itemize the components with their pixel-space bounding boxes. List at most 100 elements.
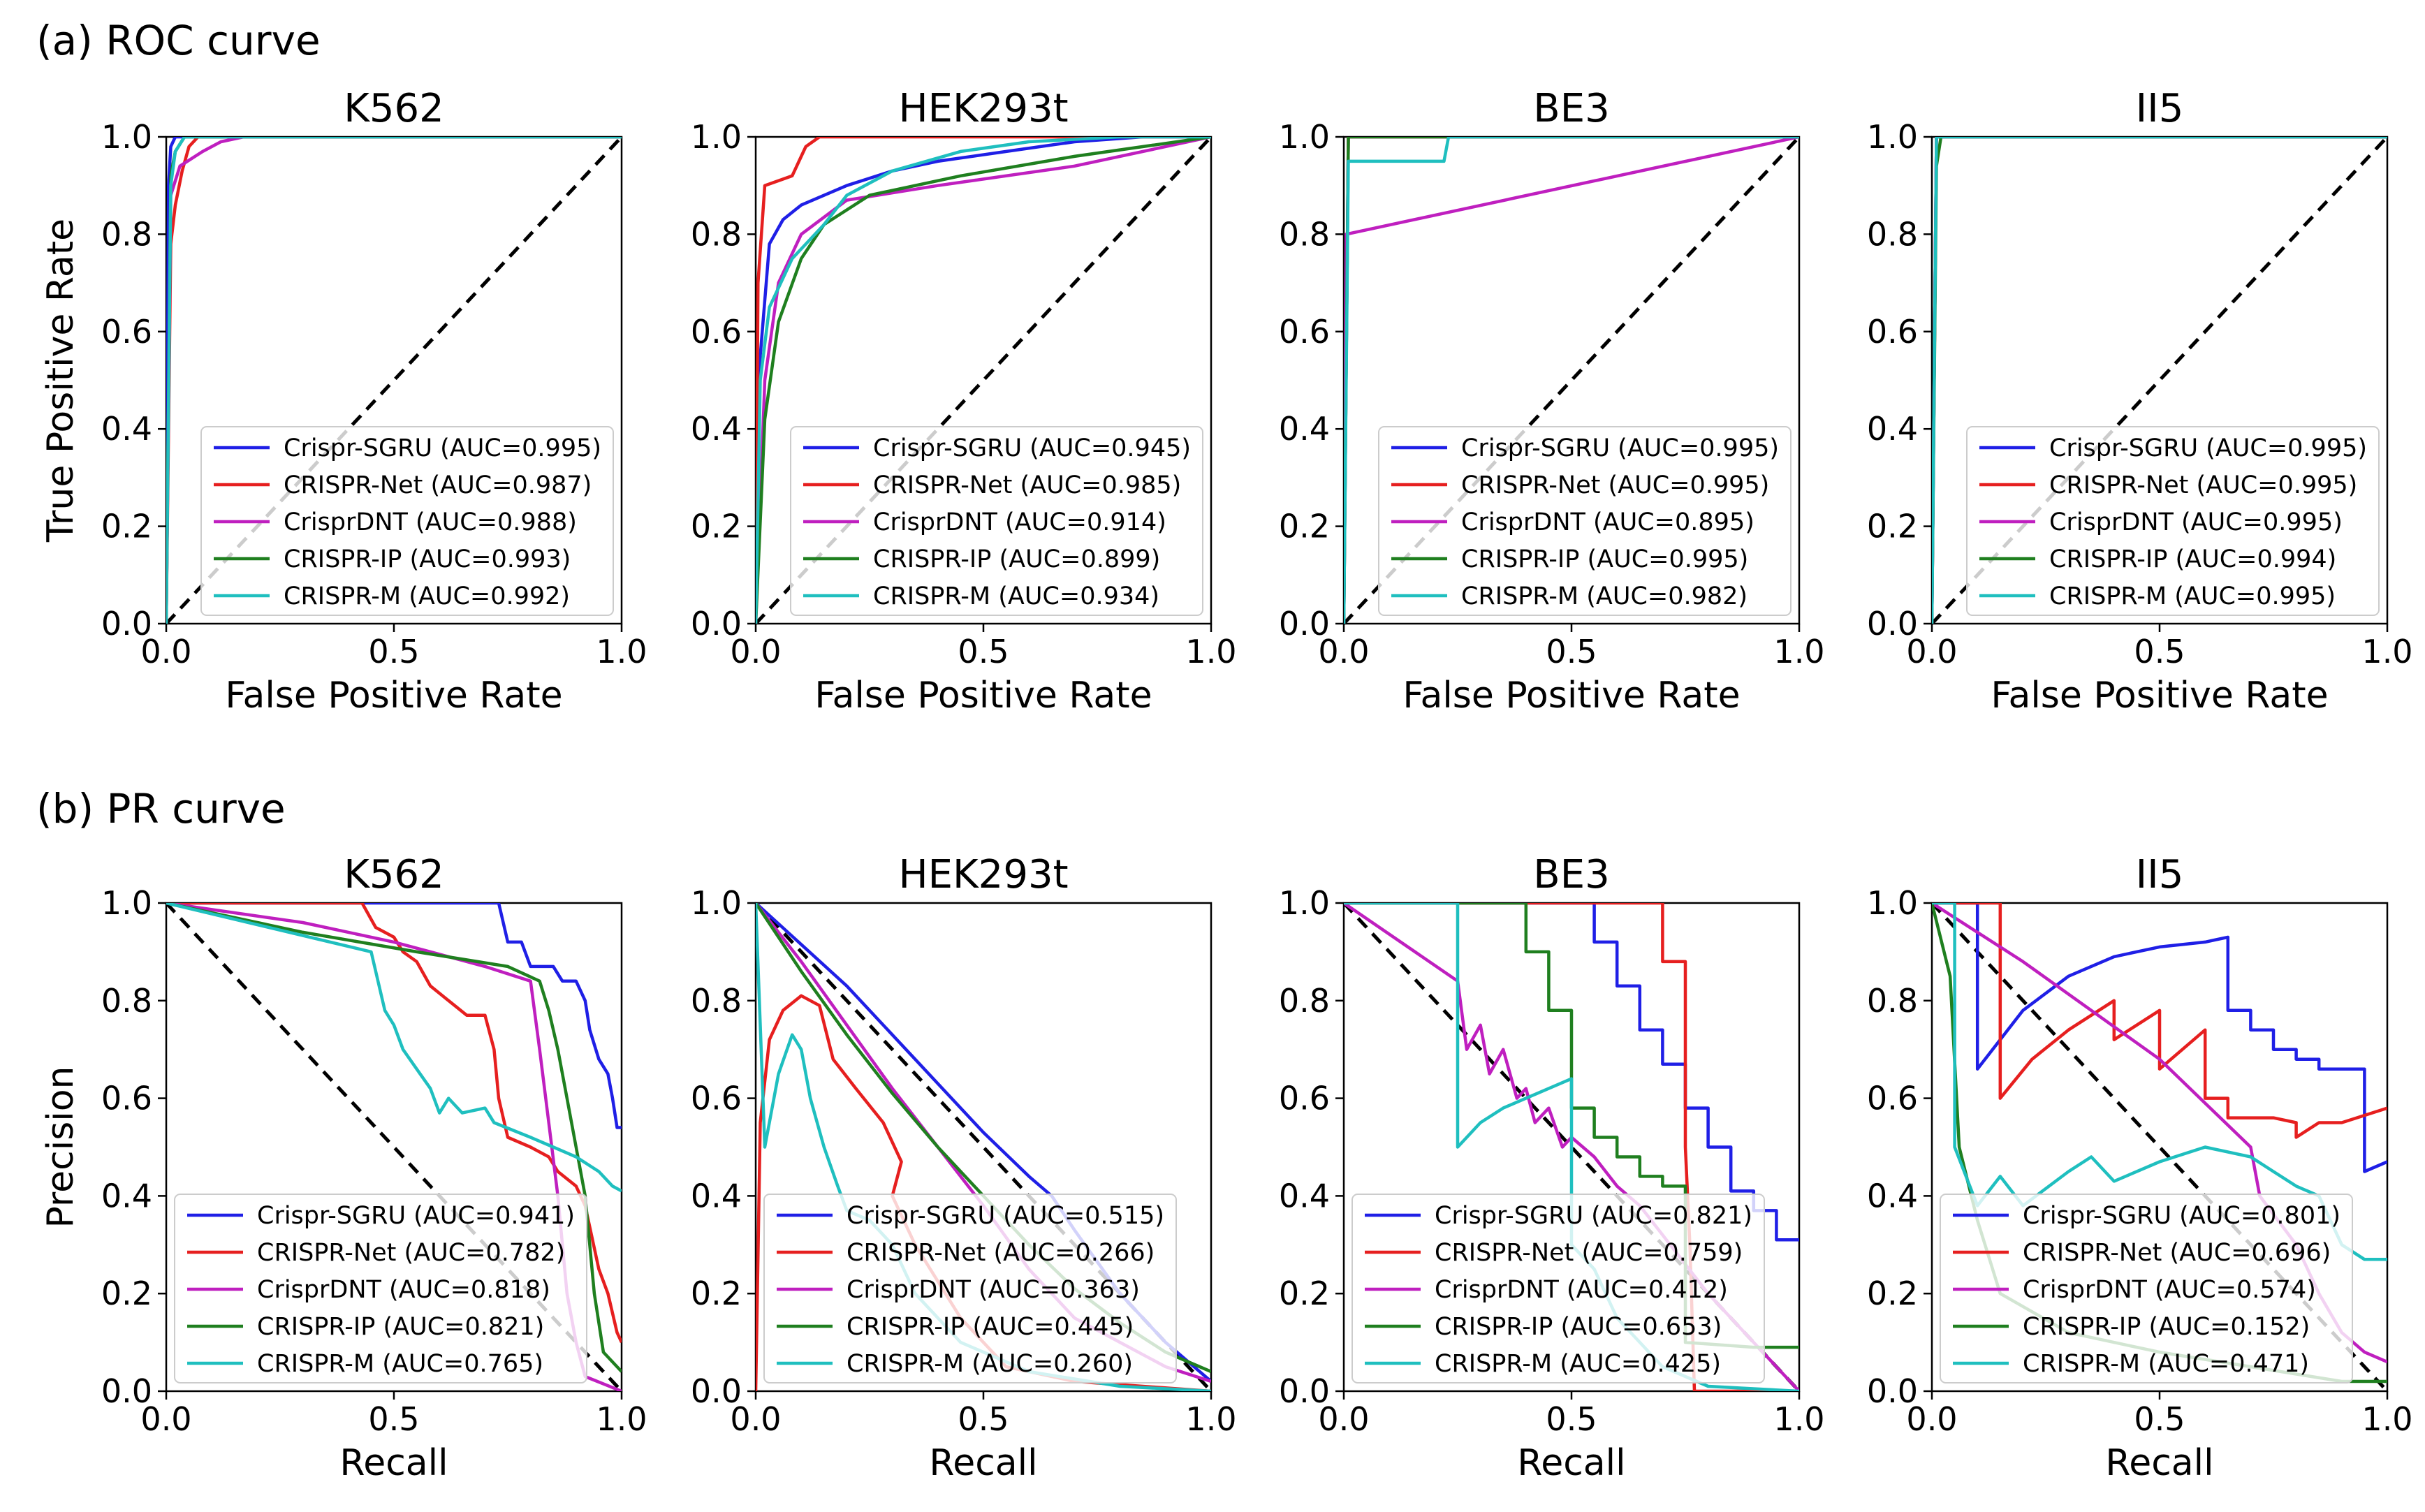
x-tick-label: 0.5 [958, 633, 1009, 670]
legend-label: CRISPR-Net (AUC=0.995) [1461, 471, 1769, 499]
y-tick-label: 0.4 [1867, 1177, 1918, 1214]
legend-label: Crispr-SGRU (AUC=0.821) [1435, 1202, 1752, 1230]
y-tick-label: 0.0 [691, 605, 742, 643]
roc-k562-panel: K562 0.0 0.5 1.0 0.0 0.2 0.4 0.6 0.8 1.0 False Pos… [40, 86, 647, 717]
legend: Crispr-SGRU (AUC=0.801) CRISPR-Net (AUC=0… [1940, 1194, 2353, 1383]
legend-label: Crispr-SGRU (AUC=0.995) [284, 434, 601, 462]
x-axis-label: False Positive Rate [814, 675, 1152, 717]
x-tick-label: 0.0 [1318, 633, 1369, 670]
legend-label: CrisprDNT (AUC=0.914) [873, 508, 1166, 536]
series-line-crispr-ip [1344, 903, 1799, 1349]
legend-label: CRISPR-Net (AUC=0.266) [847, 1239, 1155, 1267]
x-tick-label: 1.0 [1185, 633, 1236, 670]
legend-label: CrisprDNT (AUC=0.995) [2049, 508, 2343, 536]
legend-label: CRISPR-IP (AUC=0.993) [284, 545, 571, 573]
legend-box [1966, 426, 2380, 616]
legend-label: CRISPR-M (AUC=0.260) [847, 1350, 1133, 1378]
legend-label: Crispr-SGRU (AUC=0.941) [257, 1202, 575, 1230]
legend: Crispr-SGRU (AUC=0.995) CRISPR-Net (AUC=0… [1378, 426, 1792, 616]
y-tick-label: 0.4 [691, 410, 742, 448]
series-line-crispr-net [1932, 903, 2387, 1139]
legend-label: CRISPR-M (AUC=0.982) [1461, 582, 1748, 610]
panels: K562 0.0 0.5 1.0 0.0 0.2 0.4 0.6 0.8 1.0 False Pos… [40, 86, 2413, 1484]
legend-label: CRISPR-IP (AUC=0.899) [873, 545, 1160, 573]
y-tick-label: 0.8 [1279, 215, 1330, 253]
legend-label: CRISPR-IP (AUC=0.152) [2023, 1313, 2310, 1341]
legend-label: CRISPR-Net (AUC=0.696) [2023, 1239, 2331, 1267]
y-tick-label: 0.8 [1279, 982, 1330, 1020]
y-tick-label: 0.2 [691, 508, 742, 545]
legend-label: CRISPR-M (AUC=0.765) [257, 1350, 543, 1378]
y-tick-label: 0.8 [1867, 215, 1918, 253]
y-tick-label: 0.6 [1867, 1080, 1918, 1117]
y-tick-label: 0.6 [1279, 313, 1330, 351]
y-tick-label: 0.4 [691, 1177, 742, 1214]
x-axis-label: Recall [929, 1442, 1037, 1484]
y-tick-label: 0.2 [1867, 508, 1918, 545]
legend-label: CRISPR-M (AUC=0.471) [2023, 1350, 2309, 1378]
x-axis-label: False Positive Rate [225, 675, 562, 717]
legend: Crispr-SGRU (AUC=0.821) CRISPR-Net (AUC=0… [1351, 1194, 1765, 1383]
legend-label: CRISPR-Net (AUC=0.995) [2049, 471, 2357, 499]
legend-label: CRISPR-Net (AUC=0.987) [284, 471, 592, 499]
y-tick-label: 0.2 [1279, 508, 1330, 545]
y-tick-label: 1.0 [691, 884, 742, 922]
y-tick-label: 0.2 [691, 1275, 742, 1312]
panel-title: HEK293t [898, 852, 1068, 897]
y-tick-label: 0.8 [101, 215, 152, 253]
panel-title: II5 [2136, 852, 2184, 897]
y-tick-label: 0.8 [1867, 982, 1918, 1020]
legend-label: CRISPR-M (AUC=0.425) [1435, 1350, 1721, 1378]
legend-label: CRISPR-IP (AUC=0.994) [2049, 545, 2336, 573]
panel-title: II5 [2136, 86, 2184, 131]
y-tick-label: 0.2 [101, 508, 152, 545]
series-line-crispr-m [166, 137, 622, 624]
y-tick-label: 1.0 [1279, 118, 1330, 156]
pr-hek293t-panel: HEK293t 0.0 0.5 1.0 0.0 0.2 0.4 0.6 0.8 1.0 Recall… [691, 852, 1237, 1484]
y-tick-label: 0.4 [1279, 410, 1330, 448]
y-tick-label: 0.0 [1279, 605, 1330, 643]
panel-title: HEK293t [898, 86, 1068, 131]
y-tick-label: 0.6 [691, 313, 742, 351]
y-tick-label: 0.0 [1867, 1372, 1918, 1410]
series-line-crispr-net [756, 137, 1211, 624]
x-tick-label: 0.0 [730, 1400, 781, 1438]
y-tick-label: 0.8 [691, 215, 742, 253]
x-tick-label: 0.0 [140, 633, 191, 670]
legend-label: CRISPR-Net (AUC=0.985) [873, 471, 1181, 499]
y-tick-label: 1.0 [101, 118, 152, 156]
x-tick-label: 1.0 [1773, 633, 1824, 670]
x-tick-label: 1.0 [2361, 633, 2412, 670]
x-tick-label: 1.0 [596, 1400, 647, 1438]
legend-box [763, 1194, 1177, 1383]
pr-ii5-panel: II5 0.0 0.5 1.0 0.0 0.2 0.4 0.6 0.8 1.0 Recall Cris… [1867, 852, 2413, 1484]
legend-label: Crispr-SGRU (AUC=0.515) [847, 1202, 1164, 1230]
x-tick-label: 1.0 [1185, 1400, 1236, 1438]
x-tick-label: 0.5 [368, 1400, 419, 1438]
series-line-crispr-ip [166, 903, 622, 1373]
pr-section-label: (b) PR curve [36, 785, 286, 832]
y-tick-label: 1.0 [691, 118, 742, 156]
y-tick-label: 0.6 [1867, 313, 1918, 351]
legend-label: CRISPR-M (AUC=0.992) [284, 582, 570, 610]
series-line-crispr-sgru [1932, 903, 2387, 1173]
y-tick-label: 1.0 [1279, 884, 1330, 922]
series-line-crispr-sgru [756, 137, 1211, 624]
x-axis-label: Recall [339, 1442, 448, 1484]
legend-box [790, 426, 1203, 616]
x-tick-label: 0.0 [730, 633, 781, 670]
legend-label: CrisprDNT (AUC=0.818) [257, 1276, 550, 1304]
y-tick-label: 0.6 [101, 1080, 152, 1117]
y-tick-label: 0.2 [1279, 1275, 1330, 1312]
y-tick-label: 0.0 [1867, 605, 1918, 643]
roc-be3-panel: BE3 0.0 0.5 1.0 0.0 0.2 0.4 0.6 0.8 1.0 False Posi… [1279, 86, 1825, 717]
legend-label: Crispr-SGRU (AUC=0.945) [873, 434, 1191, 462]
x-tick-label: 0.5 [2134, 633, 2185, 670]
legend-label: CRISPR-IP (AUC=0.821) [257, 1313, 544, 1341]
legend-label: CRISPR-IP (AUC=0.445) [847, 1313, 1134, 1341]
x-tick-label: 0.5 [958, 1400, 1009, 1438]
legend-label: CRISPR-IP (AUC=0.653) [1435, 1313, 1722, 1341]
pr-k562-panel: K562 0.0 0.5 1.0 0.0 0.2 0.4 0.6 0.8 1.0 Recall Pre… [40, 852, 647, 1484]
legend: Crispr-SGRU (AUC=0.995) CRISPR-Net (AUC=0… [1966, 426, 2380, 616]
series-line-crispr-m [1932, 137, 2387, 624]
